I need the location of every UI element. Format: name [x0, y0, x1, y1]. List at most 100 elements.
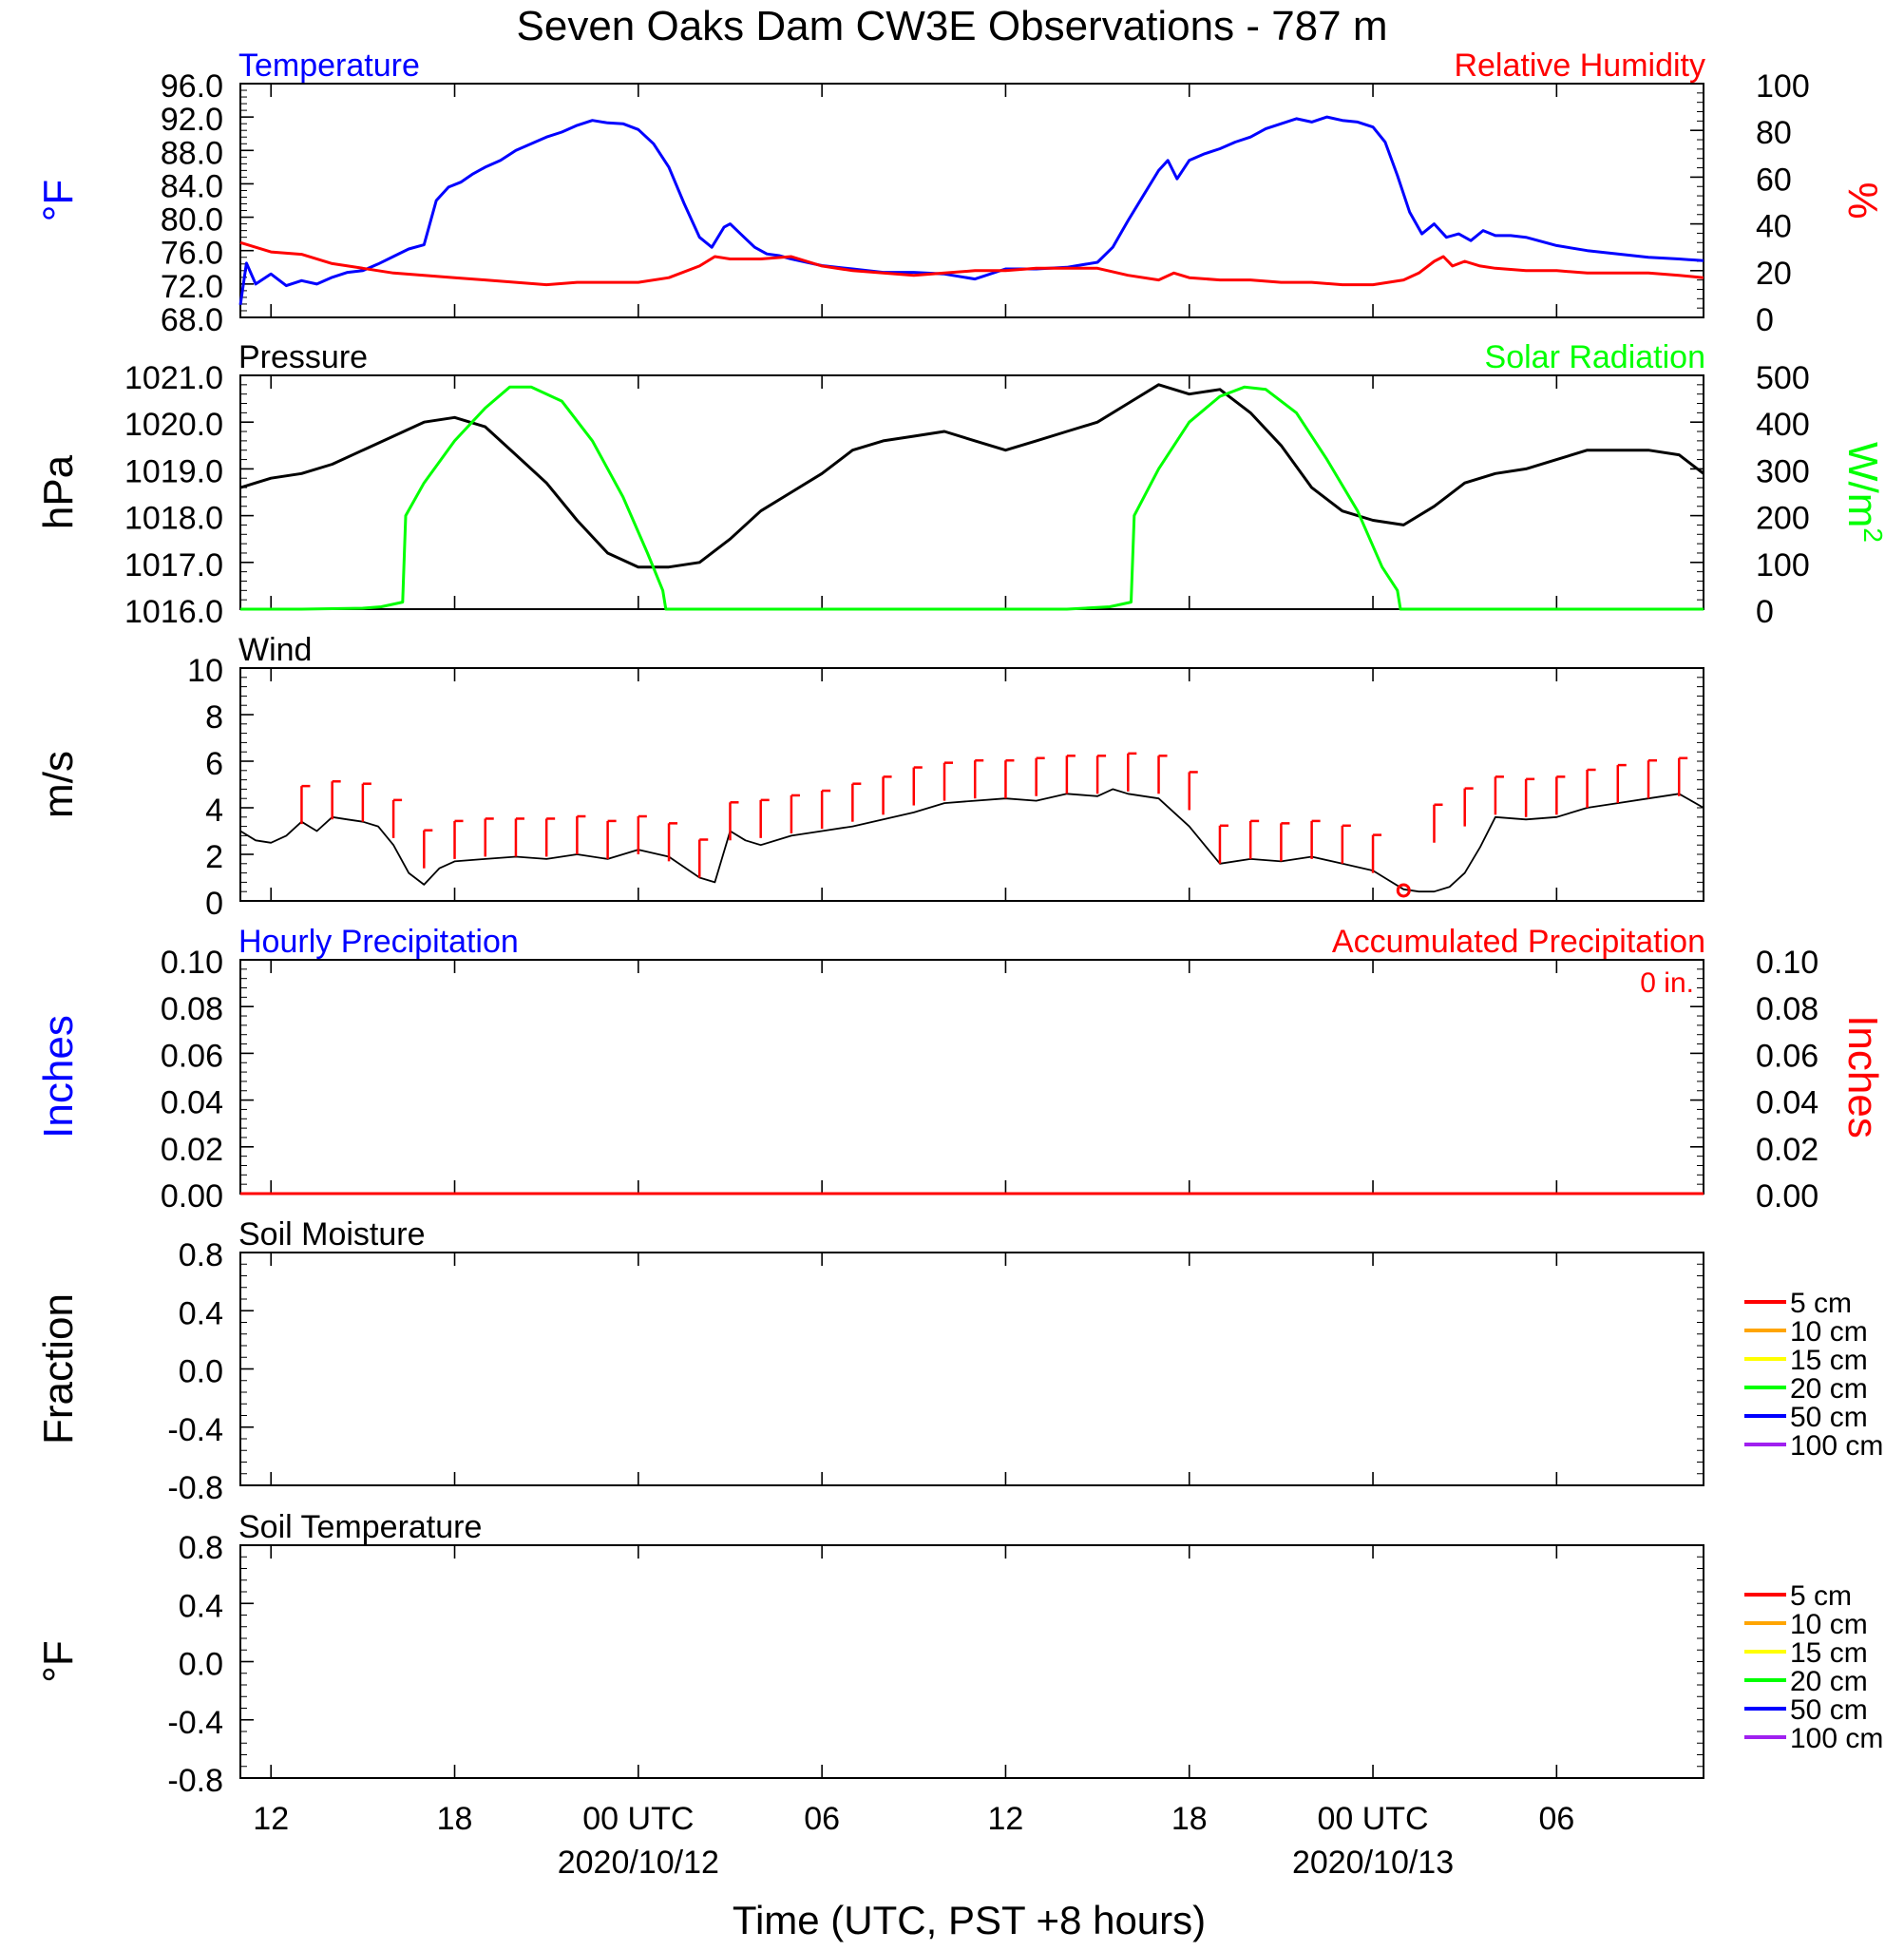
y-right-tick-label: 0.10 — [1756, 945, 1818, 981]
legend-label: 15 cm — [1790, 1637, 1868, 1669]
y-left-tick-label: 1017.0 — [124, 547, 223, 583]
y-left-tick-label: 0.00 — [161, 1178, 223, 1215]
legend-label: 50 cm — [1790, 1402, 1868, 1433]
x-tick-label: 06 — [804, 1801, 840, 1837]
panel-title-left: Soil Moisture — [238, 1216, 426, 1253]
panel-title-left: Wind — [238, 632, 312, 668]
y-right-tick-label: 100 — [1756, 68, 1810, 105]
y-left-tick-label: 8 — [205, 699, 223, 736]
panel-title-right: Relative Humidity — [1454, 48, 1705, 84]
y-left-tick-label: 76.0 — [161, 236, 223, 272]
y-left-tick-label: 2 — [205, 839, 223, 875]
y-left-tick-label: 1019.0 — [124, 453, 223, 489]
y-left-tick-label: -0.4 — [167, 1705, 223, 1741]
y-left-tick-label: 72.0 — [161, 269, 223, 305]
y-left-tick-label: -0.4 — [167, 1412, 223, 1448]
y-left-tick-label: 0.04 — [161, 1085, 223, 1121]
y-left-tick-label: 84.0 — [161, 168, 223, 204]
series-line-relative-humidity — [239, 240, 1704, 287]
panel-4: Soil Moisture 0.8 0.4 0.0 -0.4 -0.8 Fraction 5 … — [35, 1216, 1883, 1506]
y-axis-label-left: Fraction — [35, 1293, 82, 1444]
y-axis-label-superscript: 2 — [1858, 527, 1888, 543]
y-left-tick-label: -0.8 — [167, 1763, 223, 1799]
y-left-tick-label: 0.10 — [161, 945, 223, 981]
y-axis-label-right: % — [1839, 182, 1886, 219]
y-left-tick-label: 92.0 — [161, 102, 223, 138]
y-right-tick-label: 0.06 — [1756, 1038, 1818, 1074]
legend-label: 10 cm — [1790, 1609, 1868, 1640]
panel-title-left: Soil Temperature — [238, 1509, 482, 1545]
plot-frame — [239, 1544, 1704, 1779]
plot-frame — [239, 1252, 1704, 1486]
y-left-tick-label: 0.0 — [179, 1354, 223, 1390]
panel-0: Temperature Relative Humidity 96.092.088.0… — [35, 48, 1886, 338]
y-left-tick-label: 6 — [205, 746, 223, 782]
legend-label: 5 cm — [1790, 1580, 1852, 1612]
y-right-tick-label: 400 — [1756, 407, 1810, 443]
y-left-tick-label: 68.0 — [161, 302, 223, 338]
y-left-tick-label: 0 — [205, 886, 223, 922]
y-left-tick-label: 1020.0 — [124, 407, 223, 443]
y-left-tick-label: 80.0 — [161, 202, 223, 239]
legend-label: 20 cm — [1790, 1373, 1868, 1405]
x-tick-label: 00 UTC — [582, 1801, 694, 1837]
y-left-tick-label: 1021.0 — [124, 360, 223, 396]
y-left-tick-label: 4 — [205, 793, 223, 829]
y-left-tick-label: 88.0 — [161, 135, 223, 171]
y-left-tick-label: 0.8 — [179, 1237, 223, 1273]
y-axis-label-left: °F — [35, 180, 82, 221]
y-axis-label-right: W/m2 — [1839, 442, 1888, 543]
y-right-tick-label: 60 — [1756, 162, 1792, 198]
y-right-tick-label: 0.02 — [1756, 1132, 1818, 1168]
y-right-tick-label: 80 — [1756, 115, 1792, 151]
y-right-tick-label: 0 — [1756, 594, 1774, 630]
y-left-tick-label: 1018.0 — [124, 501, 223, 537]
panel-title-right: Solar Radiation — [1485, 339, 1705, 375]
series-line-solar-radiation — [240, 385, 1704, 611]
y-right-tick-label: 40 — [1756, 209, 1792, 245]
panel-title-left: Temperature — [238, 48, 420, 84]
panel-title-left: Hourly Precipitation — [238, 924, 519, 960]
x-tick-label: 18 — [437, 1801, 473, 1837]
y-axis-label-right: Inches — [1839, 1015, 1886, 1138]
x-tick-label: 12 — [253, 1801, 289, 1837]
y-left-tick-label: 0.02 — [161, 1132, 223, 1168]
min-wind-marker — [1396, 883, 1411, 898]
plot-frame — [239, 667, 1704, 902]
y-right-tick-label: 0.04 — [1756, 1085, 1818, 1121]
legend-label: 100 cm — [1790, 1430, 1883, 1462]
y-left-tick-label: 0.08 — [161, 991, 223, 1027]
y-axis-label-left: Inches — [35, 1015, 82, 1138]
x-axis-label: Time (UTC, PST +8 hours) — [733, 1898, 1206, 1942]
y-axis-label-left: °F — [35, 1640, 82, 1682]
y-left-tick-label: 0.8 — [179, 1530, 223, 1566]
legend-label: 50 cm — [1790, 1694, 1868, 1726]
x-tick-label: 06 — [1538, 1801, 1574, 1837]
panel-2: Wind 10 8 6 4 2 0 m/s — [35, 632, 1704, 922]
plot-frame — [239, 374, 1704, 610]
series-line-wind — [239, 788, 1704, 893]
y-right-tick-label: 0.00 — [1756, 1178, 1818, 1215]
y-right-tick-label: 100 — [1756, 547, 1810, 583]
panel-1: Pressure Solar Radiation 1021.0 1020.0 1019.… — [35, 339, 1888, 630]
y-left-tick-label: 96.0 — [161, 68, 223, 105]
x-tick-date-label: 2020/10/12 — [558, 1845, 719, 1881]
y-axis-label-left: hPa — [35, 454, 82, 529]
y-axis-label-left: m/s — [35, 751, 82, 818]
x-tick-label: 12 — [988, 1801, 1024, 1837]
y-right-tick-label: 0.08 — [1756, 991, 1818, 1027]
y-left-tick-label: 0.0 — [179, 1647, 223, 1683]
y-left-tick-label: 1016.0 — [124, 594, 223, 630]
panel-title-left: Pressure — [238, 339, 368, 375]
legend-label: 20 cm — [1790, 1666, 1868, 1697]
y-left-tick-label: 0.4 — [179, 1295, 223, 1331]
legend-label: 15 cm — [1790, 1345, 1868, 1376]
panel-3: Hourly Precipitation Accumulated Precipit… — [35, 924, 1886, 1215]
figure-title: Seven Oaks Dam CW3E Observations - 787 m — [517, 3, 1388, 49]
x-tick-label: 00 UTC — [1317, 1801, 1428, 1837]
chart-panels: Temperature Relative Humidity 96.092.088.0… — [35, 48, 1888, 1881]
panel-title-right: Accumulated Precipitation — [1332, 924, 1705, 960]
y-left-tick-label: 0.4 — [179, 1588, 223, 1624]
